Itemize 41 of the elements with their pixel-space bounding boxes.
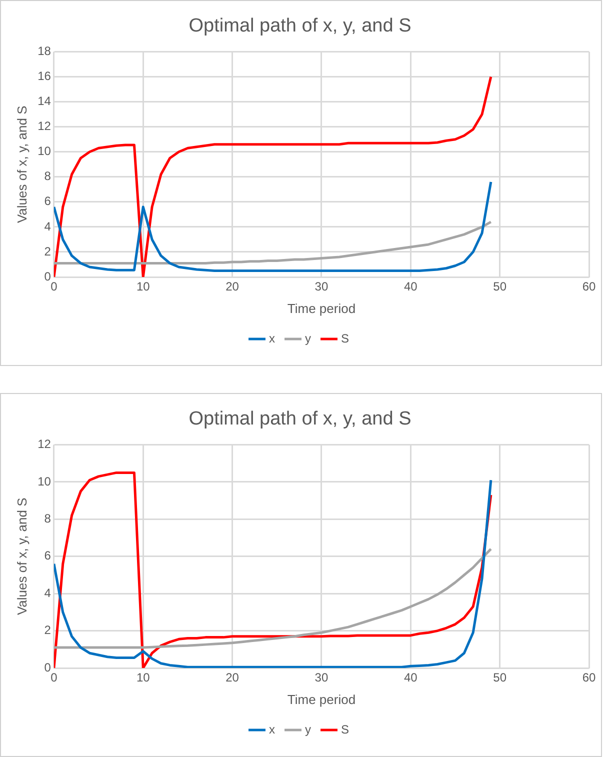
y-axis-title: Values of x, y, and S <box>14 105 30 224</box>
x-tick-label: 50 <box>493 670 507 685</box>
y-tick-label: 0 <box>44 660 52 674</box>
y-tick-label: 2 <box>44 623 52 638</box>
x-tick-label: 60 <box>582 670 596 685</box>
x-tick-label: 60 <box>582 280 596 294</box>
legend-label: x <box>269 331 275 346</box>
y-tick-label: 10 <box>38 474 52 488</box>
x-axis-title: Time period <box>287 300 356 316</box>
legend-label: y <box>305 722 311 736</box>
y-tick-label: 8 <box>44 512 52 526</box>
y-tick-label: 10 <box>38 144 52 158</box>
y-tick-label: 8 <box>44 169 52 184</box>
y-tick-label: 6 <box>44 548 52 563</box>
legend-label: y <box>305 331 311 346</box>
y-tick-label: 18 <box>38 44 52 58</box>
y-axis-title: Values of x, y, and S <box>14 497 30 616</box>
x-tick-label: 20 <box>226 280 240 294</box>
legend-label: x <box>269 722 275 736</box>
x-tick-label: 40 <box>404 280 418 294</box>
x-tick-label: 40 <box>404 670 418 685</box>
y-tick-label: 6 <box>44 194 52 208</box>
x-tick-label: 20 <box>226 670 240 685</box>
y-tick-label: 14 <box>38 94 52 108</box>
y-tick-label: 12 <box>38 437 52 452</box>
y-tick-label: 0 <box>44 269 52 284</box>
chart-title: Optimal path of x, y, and S <box>188 16 412 37</box>
x-tick-label: 50 <box>493 280 507 294</box>
x-axis-title: Time period <box>287 692 356 707</box>
legend-label: S <box>341 722 350 736</box>
x-tick-label: 10 <box>136 670 150 685</box>
y-tick-label: 16 <box>38 69 52 84</box>
x-tick-label: 30 <box>314 280 328 294</box>
x-tick-label: 30 <box>314 670 328 685</box>
y-tick-label: 4 <box>44 586 52 600</box>
chart-title: Optimal path of x, y, and S <box>188 408 412 430</box>
y-tick-label: 12 <box>38 119 52 134</box>
y-tick-label: 4 <box>44 219 52 234</box>
legend-label: S <box>341 331 350 346</box>
y-tick-label: 2 <box>44 244 52 258</box>
x-tick-label: 10 <box>136 280 150 294</box>
